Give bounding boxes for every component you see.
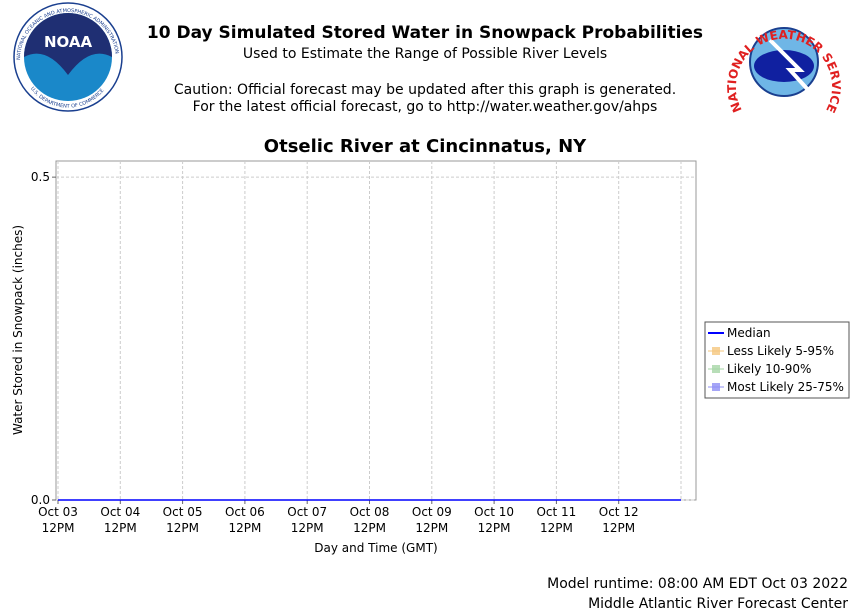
x-tick-line: 12PM bbox=[291, 521, 324, 535]
legend-label: Most Likely 25-75% bbox=[727, 380, 844, 394]
x-tick-line: Oct 12 bbox=[599, 505, 639, 519]
y-tick-label: 0.5 bbox=[31, 170, 50, 184]
x-tick-label: Oct 05 12PM bbox=[163, 505, 203, 535]
legend-label: Likely 10-90% bbox=[727, 362, 811, 376]
subtitle: Used to Estimate the Range of Possible R… bbox=[243, 46, 607, 62]
x-tick-line: Oct 04 bbox=[100, 505, 140, 519]
x-tick-line: Oct 11 bbox=[536, 505, 576, 519]
legend-box bbox=[704, 321, 850, 399]
x-tick-label: Oct 11 12PM bbox=[536, 505, 576, 535]
x-tick-label: Oct 08 12PM bbox=[350, 505, 390, 535]
x-tick-line: 12PM bbox=[104, 521, 137, 535]
plot-area bbox=[55, 160, 697, 501]
x-axis-label: Day and Time (GMT) bbox=[314, 541, 437, 555]
nws-logo: NATIONAL WEATHER SERVICE bbox=[725, 9, 843, 115]
x-tick-line: 12PM bbox=[540, 521, 573, 535]
legend-swatch bbox=[712, 347, 720, 355]
x-tick-line: Oct 06 bbox=[225, 505, 265, 519]
noaa-logo: NOAA NATIONAL OCEANIC AND ATMOSPHERIC AD… bbox=[13, 2, 123, 112]
x-tick-line: Oct 10 bbox=[474, 505, 514, 519]
x-tick-label: Oct 10 12PM bbox=[474, 505, 514, 535]
page-title: 10 Day Simulated Stored Water in Snowpac… bbox=[147, 23, 703, 43]
x-tick-line: 12PM bbox=[415, 521, 448, 535]
caution: Caution: Official forecast may be update… bbox=[174, 82, 676, 98]
x-tick-line: 12PM bbox=[353, 521, 386, 535]
x-tick-label: Oct 04 12PM bbox=[100, 505, 140, 535]
y-axis-label: Water Stored in Snowpack (inches) bbox=[11, 225, 25, 435]
x-tick-line: 12PM bbox=[478, 521, 511, 535]
x-tick-line: 12PM bbox=[166, 521, 199, 535]
x-tick-line: 12PM bbox=[42, 521, 75, 535]
x-tick-line: Oct 09 bbox=[412, 505, 452, 519]
x-tick-line: 12PM bbox=[602, 521, 635, 535]
legend-label: Less Likely 5-95% bbox=[727, 344, 834, 358]
x-tick-label: Oct 12 12PM bbox=[599, 505, 639, 535]
x-tick-label: Oct 06 12PM bbox=[225, 505, 265, 535]
x-tick-line: Oct 05 bbox=[163, 505, 203, 519]
x-tick-line: Oct 03 bbox=[38, 505, 78, 519]
legend-label: Median bbox=[727, 326, 771, 340]
runtime: Model runtime: 08:00 AM EDT Oct 03 2022 bbox=[547, 576, 848, 592]
x-tick-label: Oct 07 12PM bbox=[287, 505, 327, 535]
x-tick-label: Oct 09 12PM bbox=[412, 505, 452, 535]
x-tick-line: Oct 07 bbox=[287, 505, 327, 519]
legend-swatch bbox=[712, 365, 720, 373]
x-tick-line: Oct 08 bbox=[350, 505, 390, 519]
center: Middle Atlantic River Forecast Center bbox=[588, 596, 848, 612]
y-tick-label: 0.0 bbox=[31, 493, 50, 507]
latest: For the latest official forecast, go to … bbox=[193, 99, 658, 115]
legend-swatch bbox=[712, 383, 720, 391]
x-tick-line: 12PM bbox=[228, 521, 261, 535]
noaa-text: NOAA bbox=[44, 33, 93, 51]
x-tick-label: Oct 03 12PM bbox=[38, 505, 78, 535]
chart-title: Otselic River at Cincinnatus, NY bbox=[264, 136, 587, 157]
